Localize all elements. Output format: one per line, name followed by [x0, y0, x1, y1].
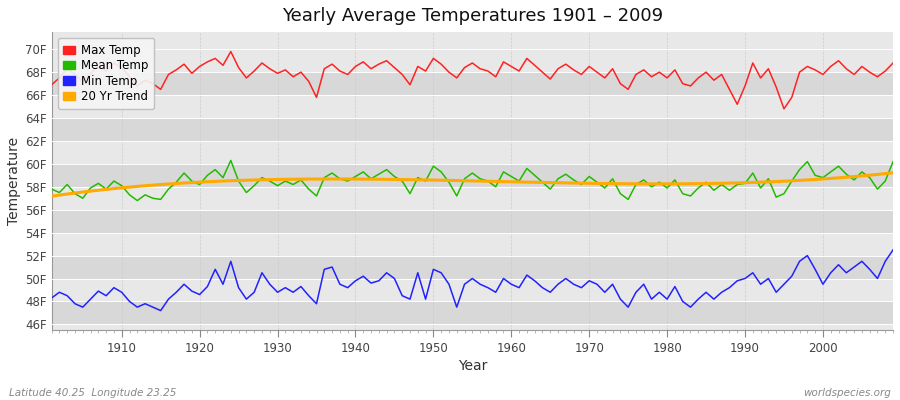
Bar — [51, 302, 893, 324]
Bar — [51, 233, 893, 256]
Bar — [51, 141, 893, 164]
Bar — [51, 95, 893, 118]
Legend: Max Temp, Mean Temp, Min Temp, 20 Yr Trend: Max Temp, Mean Temp, Min Temp, 20 Yr Tre… — [58, 38, 155, 109]
Title: Yearly Average Temperatures 1901 – 2009: Yearly Average Temperatures 1901 – 2009 — [282, 7, 663, 25]
Bar — [51, 72, 893, 95]
Bar — [51, 49, 893, 72]
Bar — [51, 164, 893, 187]
Y-axis label: Temperature: Temperature — [7, 137, 21, 225]
Text: Latitude 40.25  Longitude 23.25: Latitude 40.25 Longitude 23.25 — [9, 388, 176, 398]
X-axis label: Year: Year — [457, 359, 487, 373]
Bar — [51, 278, 893, 302]
Bar — [51, 187, 893, 210]
Bar — [51, 118, 893, 141]
Bar — [51, 210, 893, 233]
Text: worldspecies.org: worldspecies.org — [803, 388, 891, 398]
Bar — [51, 256, 893, 278]
